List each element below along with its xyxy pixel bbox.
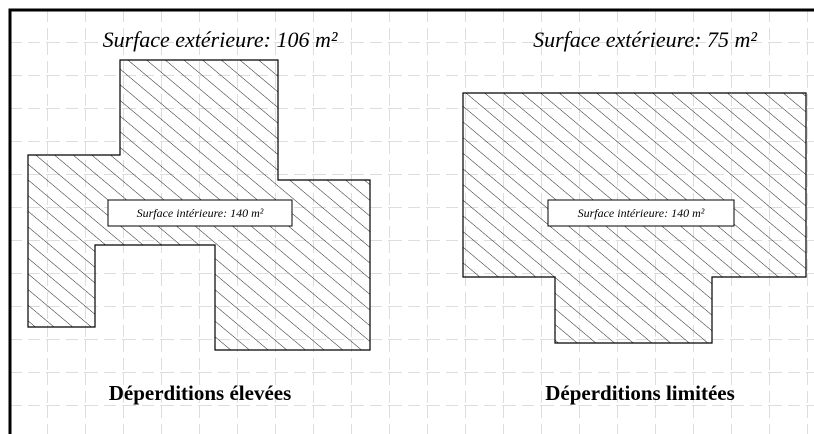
inner-label: Surface intérieure: 140 m² [137, 206, 264, 220]
panel-title: Surface extérieure: 75 m² [533, 27, 757, 52]
label-box [107, 199, 293, 227]
panel-caption: Déperditions limitées [545, 381, 735, 405]
panel-title: Surface extérieure: 106 m² [103, 27, 338, 52]
panel-caption: Déperditions élevées [109, 381, 292, 405]
frame [8, 8, 814, 434]
inner-label: Surface intérieure: 140 m² [578, 206, 705, 220]
label-box [547, 199, 735, 227]
